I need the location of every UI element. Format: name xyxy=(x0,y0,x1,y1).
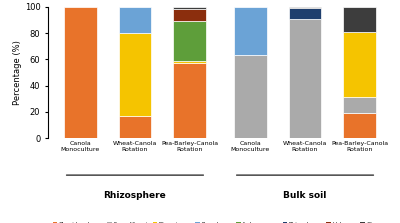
Legend: Claroideoglomus, Funneliformis, Diversispora, Paraglomus, Archaeospora, Rhizopha: Claroideoglomus, Funneliformis, Diversis… xyxy=(50,220,390,223)
Bar xyxy=(173,9,206,21)
Bar xyxy=(118,7,152,33)
Bar xyxy=(173,7,206,9)
Bar xyxy=(344,7,376,32)
Bar xyxy=(173,21,206,61)
Text: Rhizosphere: Rhizosphere xyxy=(104,191,166,200)
Bar xyxy=(344,113,376,138)
Bar xyxy=(118,116,152,138)
Bar xyxy=(64,7,96,138)
Bar xyxy=(173,63,206,138)
Bar xyxy=(344,97,376,113)
Bar xyxy=(288,8,322,19)
Bar xyxy=(118,33,152,116)
Bar xyxy=(234,55,267,138)
Bar xyxy=(288,7,322,8)
Text: Bulk soil: Bulk soil xyxy=(283,191,327,200)
Bar xyxy=(288,19,322,138)
Y-axis label: Percentage (%): Percentage (%) xyxy=(13,40,22,105)
Bar xyxy=(344,32,376,97)
Bar xyxy=(234,7,267,55)
Bar xyxy=(173,61,206,63)
